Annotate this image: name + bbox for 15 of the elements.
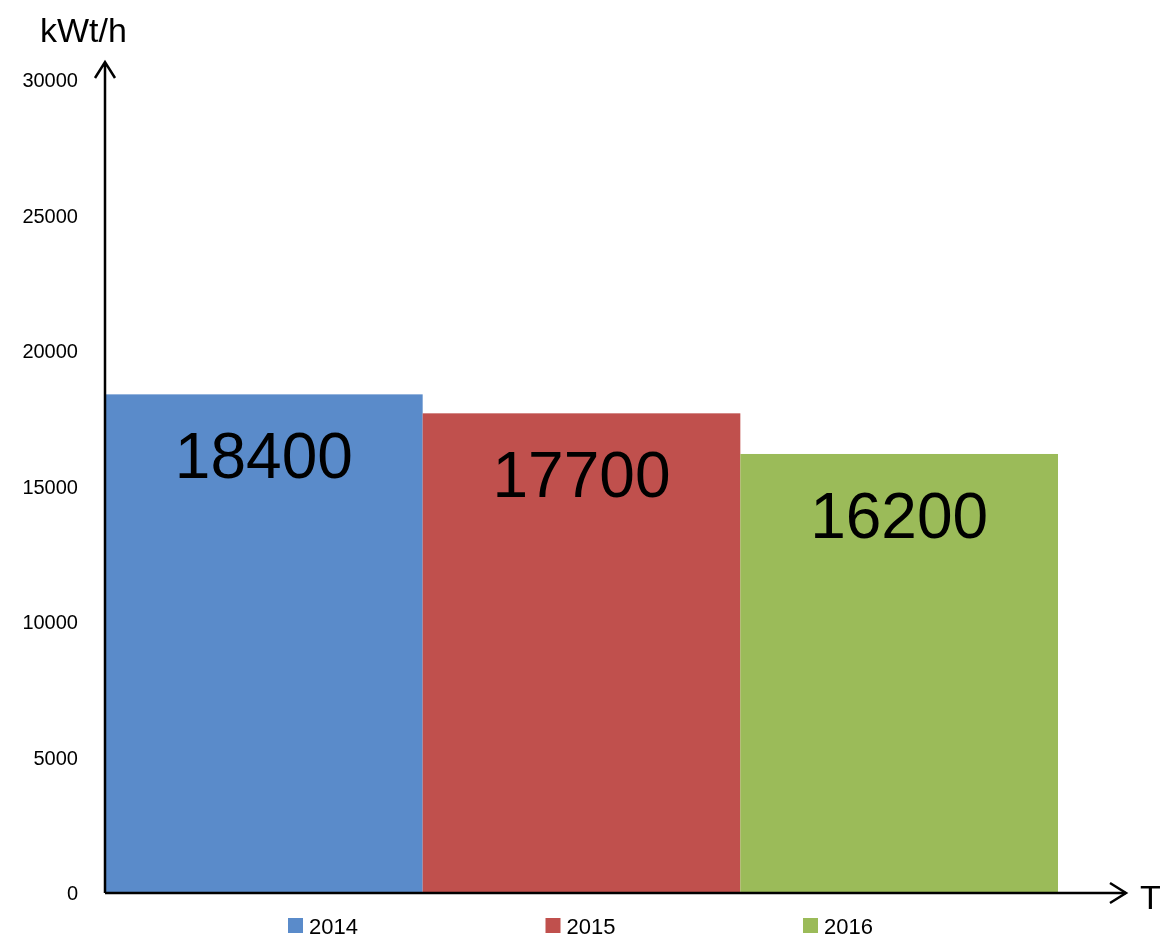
y-tick-label: 0: [66, 882, 78, 904]
data-label: 17700: [492, 439, 671, 512]
data-label: 18400: [174, 420, 353, 493]
data-label: 16200: [810, 479, 989, 552]
y-axis-title: kWt/h: [40, 11, 127, 49]
x-axis-title: T: [1140, 878, 1160, 916]
legend-label: 2016: [824, 913, 873, 935]
y-tick-label: 25000: [22, 204, 78, 227]
legend-label: 2015: [566, 913, 616, 935]
y-tick-label: 5000: [33, 746, 78, 769]
y-tick-label: 10000: [22, 611, 78, 633]
legend-label: 2014: [309, 913, 358, 935]
y-tick-label: 20000: [22, 340, 78, 362]
y-tick-label: 30000: [22, 69, 78, 91]
y-tick-label: 15000: [22, 475, 78, 498]
